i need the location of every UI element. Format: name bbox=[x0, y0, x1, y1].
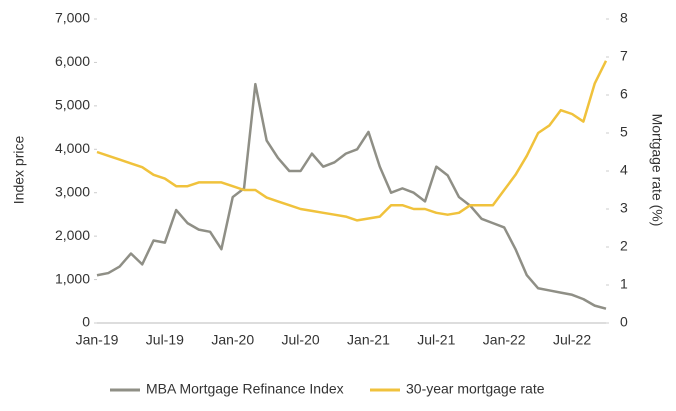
y-tick-label: 5,000 bbox=[55, 97, 90, 113]
y2-tick-label: 5 bbox=[620, 124, 628, 140]
legend-label: 30-year mortgage rate bbox=[406, 381, 545, 397]
y2-tick-label: 2 bbox=[620, 238, 628, 254]
x-tick-label: Jan-20 bbox=[211, 332, 254, 348]
y2-tick-label: 3 bbox=[620, 200, 628, 216]
x-tick-label: Jul-21 bbox=[417, 332, 455, 348]
y2-tick-label: 4 bbox=[620, 162, 628, 178]
y-tick-label: 3,000 bbox=[55, 183, 90, 199]
y-tick-label: 2,000 bbox=[55, 227, 90, 243]
x-tick-label: Jul-19 bbox=[146, 332, 184, 348]
y-tick-label: 4,000 bbox=[55, 140, 90, 156]
x-tick-label: Jan-21 bbox=[347, 332, 390, 348]
y-axis-label: Index price bbox=[11, 136, 27, 205]
y-tick-label: 0 bbox=[82, 314, 90, 330]
series-line bbox=[96, 60, 608, 222]
series-line bbox=[96, 82, 607, 310]
x-tick-label: Jul-22 bbox=[553, 332, 591, 348]
y-tick-label: 6,000 bbox=[55, 53, 90, 69]
y2-tick-label: 1 bbox=[620, 276, 628, 292]
y2-axis-label: Mortgage rate (%) bbox=[649, 114, 665, 227]
x-tick-label: Jul-20 bbox=[282, 332, 320, 348]
x-tick-label: Jan-19 bbox=[76, 332, 119, 348]
y2-tick-label: 7 bbox=[620, 48, 628, 64]
y-tick-label: 7,000 bbox=[55, 10, 90, 26]
y2-tick-label: 0 bbox=[620, 314, 628, 330]
y2-tick-label: 8 bbox=[620, 10, 628, 26]
legend-label: MBA Mortgage Refinance Index bbox=[146, 381, 344, 397]
x-tick-label: Jan-22 bbox=[483, 332, 526, 348]
y-tick-label: 1,000 bbox=[55, 270, 90, 286]
y2-tick-label: 6 bbox=[620, 86, 628, 102]
